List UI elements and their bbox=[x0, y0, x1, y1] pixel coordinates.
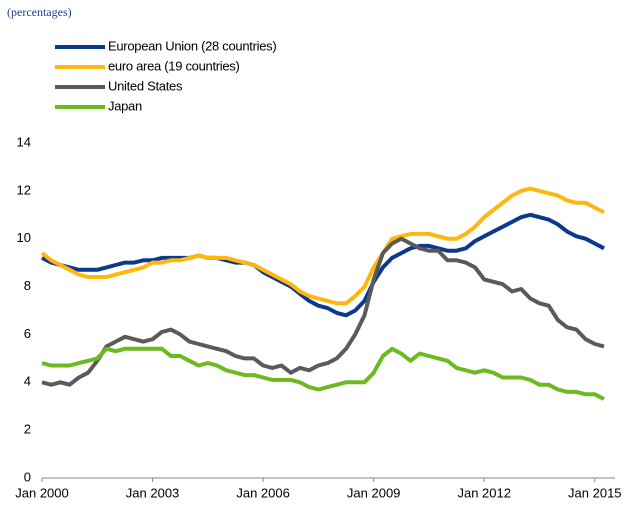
y-tick-label: 10 bbox=[17, 230, 31, 245]
x-tick-label: Jan 2003 bbox=[126, 485, 180, 500]
y-tick-label: 0 bbox=[24, 469, 31, 484]
x-tick-label: Jan 2009 bbox=[347, 485, 401, 500]
y-tick-label: 8 bbox=[24, 278, 31, 293]
y-tick-label: 4 bbox=[24, 374, 31, 389]
legend-label: euro area (19 countries) bbox=[108, 58, 240, 73]
chart-subtitle: (percentages) bbox=[7, 5, 72, 19]
legend-label: United States bbox=[108, 78, 183, 93]
series-line bbox=[41, 346, 605, 401]
x-tick-label: Jan 2006 bbox=[236, 485, 290, 500]
legend-label: Japan bbox=[108, 98, 142, 113]
x-tick-label: Jan 2000 bbox=[15, 485, 69, 500]
series-line bbox=[41, 236, 605, 387]
x-tick-label: Jan 2012 bbox=[457, 485, 511, 500]
series-line bbox=[40, 186, 605, 306]
y-tick-label: 2 bbox=[24, 422, 31, 437]
y-tick-label: 14 bbox=[17, 134, 31, 149]
y-tick-label: 6 bbox=[24, 326, 31, 341]
series-line bbox=[41, 212, 605, 318]
y-tick-label: 12 bbox=[17, 182, 31, 197]
x-tick-label: Jan 2015 bbox=[568, 485, 622, 500]
legend-label: European Union (28 countries) bbox=[108, 38, 276, 53]
